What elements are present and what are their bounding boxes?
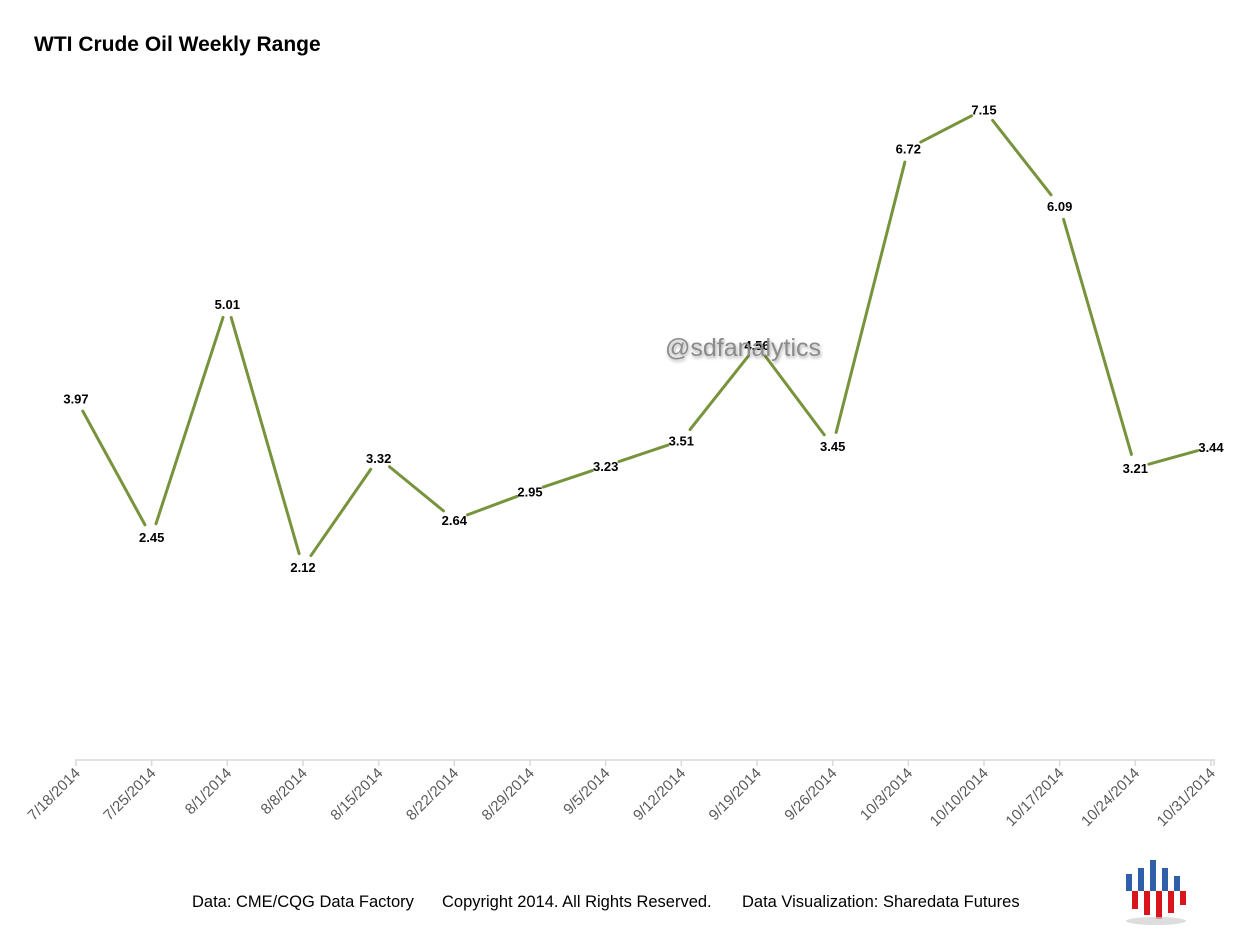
x-tick-label: 9/12/2014 xyxy=(630,765,689,824)
footer-copyright: Copyright 2014. All Rights Reserved. xyxy=(442,893,712,911)
data-label: 3.44 xyxy=(1198,440,1224,455)
data-label: 6.09 xyxy=(1047,199,1072,214)
x-tick-label: 9/26/2014 xyxy=(781,765,840,824)
x-axis-ticks xyxy=(75,760,1215,766)
data-label: 3.21 xyxy=(1123,461,1148,476)
chart-title: WTI Crude Oil Weekly Range xyxy=(34,33,321,56)
series-line-segment xyxy=(1062,217,1133,456)
data-label: 2.45 xyxy=(139,530,164,545)
x-axis-labels: 7/18/2014 7/25/2014 8/1/2014 8/8/2014 8/15/2… xyxy=(25,765,1219,830)
series-line-segment xyxy=(154,315,225,526)
data-label: 3.51 xyxy=(669,434,694,449)
data-label: 7.15 xyxy=(971,102,996,117)
series-line-segment xyxy=(465,494,519,517)
data-label: 5.01 xyxy=(215,297,240,312)
series-line-segment xyxy=(388,465,445,513)
x-tick-label: 10/10/2014 xyxy=(927,765,992,830)
series-group xyxy=(81,114,1200,558)
series-line-segment xyxy=(1147,449,1200,466)
series-line-segment xyxy=(991,118,1053,197)
data-label: 3.45 xyxy=(820,439,845,454)
series-line-segment xyxy=(81,409,147,527)
data-label: 3.97 xyxy=(63,392,88,407)
watermark: @sdfanalytics xyxy=(665,334,821,362)
series-line-segment xyxy=(229,316,301,556)
x-tick-label: 8/8/2014 xyxy=(258,765,311,818)
series-line-segment xyxy=(834,160,907,434)
data-label: 4.56 xyxy=(744,338,769,353)
x-tick-label: 9/5/2014 xyxy=(560,765,613,818)
x-tick-label: 8/1/2014 xyxy=(182,765,235,818)
series-line-segment xyxy=(617,443,670,464)
data-label: 3.32 xyxy=(366,451,391,466)
x-tick-label: 8/15/2014 xyxy=(327,765,386,824)
x-tick-label: 10/31/2014 xyxy=(1154,765,1219,830)
data-labels: 3.97 2.45 5.01 2.12 3.32 2.64 2.95 3.23 3.51 4.56… xyxy=(63,102,1224,575)
x-tick-label: 10/3/2014 xyxy=(857,765,916,824)
x-tick-label: 10/17/2014 xyxy=(1002,765,1067,830)
footer-data-source: Data: CME/CQG Data Factory xyxy=(192,893,414,911)
series-line-segment xyxy=(919,114,974,144)
data-label: 2.64 xyxy=(442,513,468,528)
data-label: 6.72 xyxy=(896,141,921,156)
x-tick-label: 7/25/2014 xyxy=(100,765,159,824)
x-tick-label: 7/18/2014 xyxy=(25,765,84,824)
x-tick-label: 8/29/2014 xyxy=(479,765,538,824)
series-line-segment xyxy=(541,469,594,489)
series-line-segment xyxy=(309,467,373,558)
data-label: 2.12 xyxy=(290,560,315,575)
series-line-segment xyxy=(763,354,826,437)
series-line-segment xyxy=(688,354,750,432)
x-tick-label: 8/22/2014 xyxy=(403,765,462,824)
data-label: 2.95 xyxy=(517,485,542,500)
sharedata-logo xyxy=(1126,860,1186,925)
x-tick-label: 10/24/2014 xyxy=(1078,765,1143,830)
footer-visualization: Data Visualization: Sharedata Futures xyxy=(742,893,1020,911)
data-label: 3.23 xyxy=(593,459,618,474)
x-tick-label: 9/19/2014 xyxy=(706,765,765,824)
